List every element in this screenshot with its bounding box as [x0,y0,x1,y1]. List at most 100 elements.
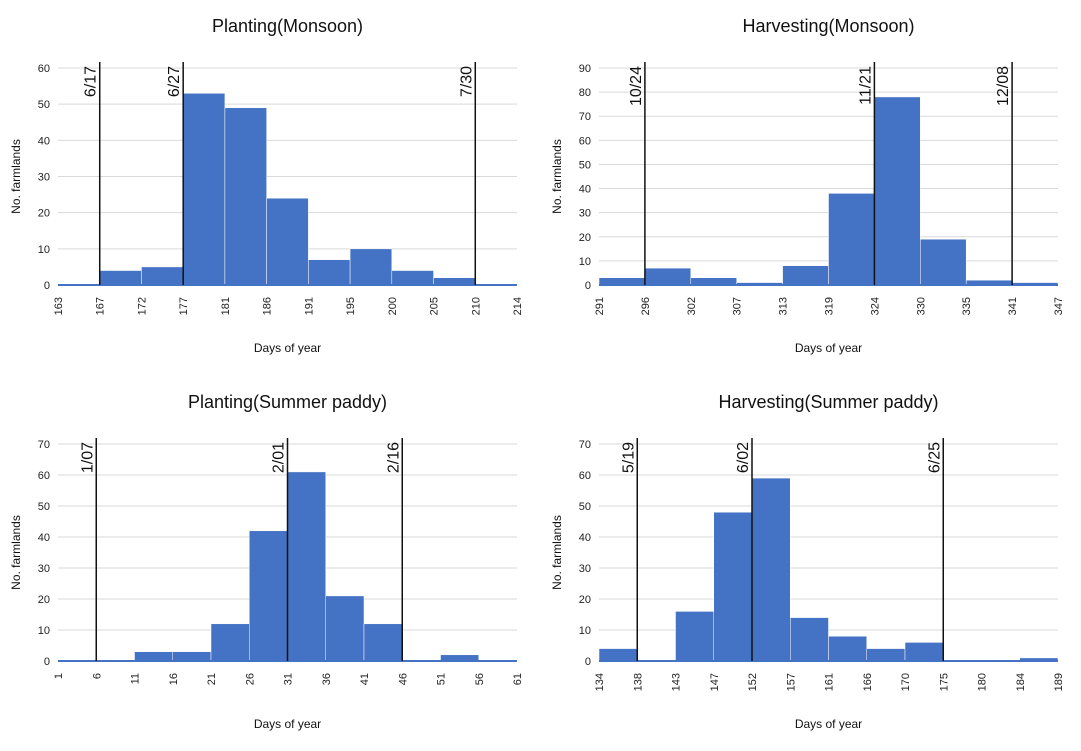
bar [644,267,692,286]
y-tick-label: 0 [585,280,591,292]
x-tick-label: 36 [321,673,333,685]
x-tick-label: 180 [977,673,989,691]
y-tick-label: 70 [579,111,591,123]
x-tick-label: 51 [436,673,448,685]
x-tick-label: 56 [474,673,486,685]
y-tick-label: 60 [38,470,50,482]
chart-planting-monsoon: Planting(Monsoon) 0 10 20 30 40 50 60 163 167 172 1… [0,0,540,375]
x-tick-label: 61 [512,673,524,685]
bar [874,96,921,286]
x-tick-label: 16 [168,673,180,685]
x-tick-label: 138 [632,673,644,691]
bar [751,477,791,662]
y-tick-label: 70 [579,439,591,451]
y-tick-label: 40 [579,184,591,196]
x-tick-label: 31 [283,673,295,685]
chart-svg: Planting(Monsoon) 0 10 20 30 40 50 60 163 167 172 1… [9,16,524,355]
chart-title: Harvesting(Monsoon) [742,16,914,36]
x-tick-label: 177 [178,297,190,315]
x-tick-label: 184 [1015,673,1027,691]
x-tick-label: 205 [429,297,441,315]
bar [99,270,142,286]
x-tick-label: 143 [671,673,683,691]
chart-svg: Harvesting(Summer paddy) 0 10 20 30 40 50 60 70 1… [550,392,1065,731]
chart-title: Planting(Summer paddy) [188,392,387,412]
x-tick-label: 161 [824,673,836,691]
bar [828,193,875,286]
x-tick-label: 172 [136,297,148,315]
bar [134,651,173,662]
y-tick-label: 50 [38,501,50,513]
x-tick-label: 152 [747,673,759,691]
bar [598,277,646,286]
x-tick-label: 330 [915,297,927,315]
x-tick-label: 170 [900,673,912,691]
bar [828,635,867,662]
bar [866,648,906,662]
x-tick-label: 175 [938,673,950,691]
date-marker-label: 10/24 [628,66,645,106]
x-axis-label: Days of year [795,341,862,355]
y-tick-label: 70 [38,439,50,451]
x-tick-label: 166 [862,673,874,691]
x-tick-label: 324 [869,297,881,315]
bar [713,511,753,662]
bar [308,259,351,286]
y-tick-label: 90 [579,63,591,75]
x-tick-label: 214 [512,297,524,315]
x-tick-label: 210 [470,297,482,315]
bar [224,107,267,286]
date-marker-label: 2/01 [271,442,288,473]
x-tick-label: 186 [262,297,274,315]
x-tick-label: 1 [53,673,65,679]
x-tick-label: 41 [359,673,371,685]
x-tick-label: 163 [53,297,65,315]
date-marker-label: 6/25 [926,442,943,473]
y-tick-label: 40 [38,532,50,544]
bar [920,238,967,286]
chart-title: Harvesting(Summer paddy) [718,392,938,412]
chart-harvesting-monsoon: Harvesting(Monsoon) 0 10 20 30 40 50 60 70 80 90 29… [541,0,1081,375]
y-tick-label: 50 [38,99,50,111]
bar [391,270,434,286]
bar [782,265,829,286]
bar [172,651,212,662]
y-tick-label: 40 [38,135,50,147]
date-marker-label: 6/02 [735,442,752,473]
y-tick-label: 30 [579,208,591,220]
y-tick-label: 0 [44,280,50,292]
y-tick-label: 20 [579,232,591,244]
x-tick-label: 296 [640,297,652,315]
y-tick-label: 30 [579,563,591,575]
date-marker-label: 7/30 [458,66,475,97]
y-axis-label: No. farmlands [9,515,23,590]
y-tick-label: 40 [579,532,591,544]
y-tick-label: 20 [38,208,50,220]
x-tick-label: 195 [345,297,357,315]
y-tick-label: 60 [579,470,591,482]
x-tick-label: 319 [824,297,836,315]
bar [598,648,638,662]
x-axis-label: Days of year [254,717,321,731]
y-tick-label: 10 [38,625,50,637]
x-tick-label: 167 [95,297,107,315]
bar [325,595,365,662]
chart-harvesting-summer-paddy: Harvesting(Summer paddy) 0 10 20 30 40 50 60 70 1… [541,376,1081,751]
bar [790,617,829,662]
y-tick-label: 20 [38,594,50,606]
date-marker-label: 6/27 [166,66,183,97]
bar [904,642,944,662]
bar [210,623,250,662]
x-tick-label: 335 [961,297,973,315]
y-tick-label: 50 [579,501,591,513]
bar [675,611,714,662]
y-tick-label: 30 [38,563,50,575]
x-tick-label: 341 [1007,297,1019,315]
x-tick-label: 347 [1053,297,1065,315]
x-tick-label: 191 [303,297,315,315]
chart-svg: Harvesting(Monsoon) 0 10 20 30 40 50 60 70 80 90 29… [550,16,1065,355]
y-tick-label: 60 [579,135,591,147]
x-axis-label: Days of year [795,717,862,731]
x-tick-label: 134 [594,673,606,691]
x-tick-label: 181 [220,297,232,315]
